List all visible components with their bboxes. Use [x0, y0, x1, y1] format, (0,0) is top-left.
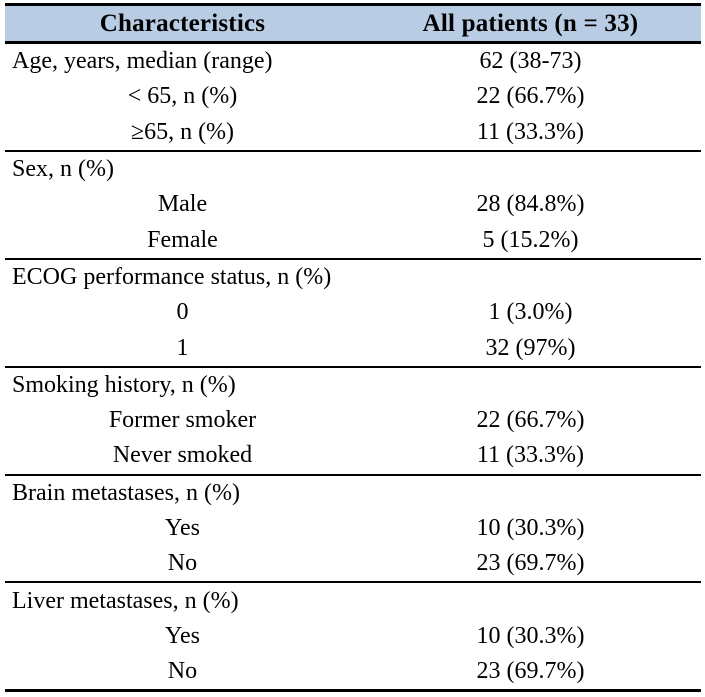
row-label: ≥65, n (%): [130, 118, 235, 145]
row-label: Sex, n (%): [12, 156, 114, 183]
row-value: 28 (84.8%): [476, 191, 585, 218]
table-row: Former smoker 22 (66.7%): [5, 403, 701, 438]
row-value: [360, 259, 701, 295]
table-row: Yes 10 (30.3%): [5, 511, 701, 546]
row-value: 62 (38-73): [479, 48, 582, 75]
row-label: No: [167, 658, 198, 685]
table-row: 1 32 (97%): [5, 330, 701, 366]
row-label: Brain metastases, n (%): [12, 479, 240, 506]
row-label: Yes: [165, 515, 200, 541]
row-value: 23 (69.7%): [476, 550, 585, 577]
header-cell-all-patients: All patients (n = 33): [422, 9, 639, 37]
row-label: Female: [147, 226, 218, 253]
row-label: Yes: [165, 622, 200, 649]
table-row: 0 1 (3.0%): [5, 295, 701, 330]
table-row: ECOG performance status, n (%): [5, 258, 701, 295]
table-header: Characteristics All patients (n = 33): [5, 4, 701, 43]
table-row: No 23 (69.7%): [5, 654, 701, 691]
row-label: Smoking history, n (%): [12, 371, 236, 398]
table-row: Female 5 (15.2%): [5, 222, 701, 258]
table-body: Age, years, median (range) 62 (38-73) < 65…: [5, 43, 701, 691]
table-row: No 23 (69.7%): [5, 546, 701, 582]
row-value: 23 (69.7%): [476, 658, 585, 685]
row-label: No: [167, 550, 198, 577]
row-value: [360, 475, 701, 511]
row-value: [360, 151, 701, 187]
row-value: [360, 367, 701, 403]
row-label: Liver metastases, n (%): [12, 587, 239, 614]
row-value: 22 (66.7%): [476, 83, 585, 110]
row-value: 1 (3.0%): [488, 299, 573, 326]
row-value: 10 (30.3%): [476, 622, 585, 649]
table-row: ≥65, n (%) 11 (33.3%): [5, 115, 701, 151]
header-row: Characteristics All patients (n = 33): [5, 4, 701, 43]
row-label: 0: [176, 299, 189, 326]
table-row: < 65, n (%) 22 (66.7%): [5, 79, 701, 114]
row-value: 11 (33.3%): [476, 442, 585, 469]
row-label: Never smoked: [112, 442, 253, 469]
row-label: ECOG performance status, n (%): [12, 263, 332, 290]
table-row: Brain metastases, n (%): [5, 474, 701, 511]
row-value: 11 (33.3%): [476, 118, 585, 145]
table-row: Smoking history, n (%): [5, 366, 701, 403]
row-value: 22 (66.7%): [476, 407, 585, 434]
row-label: < 65, n (%): [127, 83, 238, 110]
row-label: Age, years, median (range): [12, 48, 273, 75]
table-row: Yes 10 (30.3%): [5, 619, 701, 654]
row-value: 32 (97%): [485, 334, 576, 361]
row-label: Former smoker: [108, 407, 257, 434]
row-value: 10 (30.3%): [476, 515, 585, 541]
row-label: 1: [176, 334, 189, 361]
header-cell-characteristics: Characteristics: [99, 9, 266, 37]
row-value: [360, 582, 701, 618]
table-row: Liver metastases, n (%): [5, 582, 701, 618]
patient-characteristics-table: Characteristics All patients (n = 33) Ag…: [5, 3, 701, 692]
row-label: Male: [157, 191, 208, 218]
table-row: Male 28 (84.8%): [5, 187, 701, 222]
table-row: Sex, n (%): [5, 150, 701, 187]
table-row: Never smoked 11 (33.3%): [5, 438, 701, 474]
row-value: 5 (15.2%): [482, 226, 579, 253]
table-row: Age, years, median (range) 62 (38-73): [5, 43, 701, 80]
